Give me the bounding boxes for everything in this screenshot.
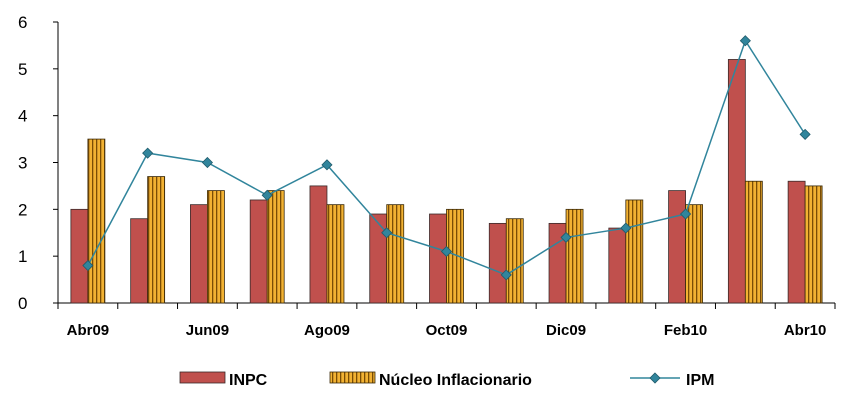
bar-inpc (369, 213, 388, 304)
point-ipm (381, 227, 393, 239)
bar-inpc (668, 190, 686, 304)
bar-nucleo-inflacionario (804, 185, 823, 304)
y-tick-label: 1 (18, 247, 27, 266)
bar-nucleo-inflacionario (685, 204, 703, 304)
legend-swatch-inpc (179, 371, 226, 384)
bar-inpc (70, 208, 89, 304)
bar-nucleo-inflacionario (505, 218, 524, 304)
point-ipm (440, 245, 453, 258)
bar-nucleo-inflacionario (625, 199, 644, 304)
point-ipm (201, 156, 213, 169)
point-ipm (142, 147, 154, 159)
bar-inpc (488, 222, 507, 304)
x-tick-label: Oct09 (426, 322, 468, 339)
x-tick-label: Abr09 (67, 322, 110, 339)
line-series (82, 35, 811, 281)
bar-nucleo-inflacionario (266, 190, 285, 304)
x-tick-label: Jun09 (186, 322, 229, 339)
legend-label-inpc: INPC (229, 372, 268, 389)
point-ipm (799, 128, 811, 140)
bar-nucleo-inflacionario (147, 176, 166, 304)
bar-inpc (727, 59, 746, 304)
y-axis-ticks: 0 1 2 3 4 5 6 (18, 13, 58, 313)
legend-swatch-nucleo (329, 371, 376, 384)
point-ipm (560, 231, 572, 243)
legend-marker-ipm (649, 372, 661, 384)
bar-series (70, 59, 823, 304)
legend-label-ipm: IPM (686, 372, 714, 389)
point-ipm (500, 269, 512, 281)
y-tick-label: 6 (18, 13, 27, 32)
point-ipm (680, 208, 692, 220)
y-tick-label: 0 (18, 294, 27, 313)
y-tick-label: 2 (18, 200, 27, 219)
bar-inpc (249, 199, 268, 304)
x-tick-label: Feb10 (664, 322, 707, 339)
x-tick-label: Ago09 (304, 322, 350, 339)
bar-nucleo-inflacionario (446, 208, 464, 304)
bar-nucleo-inflacionario (207, 190, 225, 304)
bar-nucleo-inflacionario (326, 204, 345, 304)
bar-inpc (787, 180, 806, 304)
bar-inpc (309, 185, 328, 304)
bar-nucleo-inflacionario (744, 180, 763, 304)
bar-inpc (130, 218, 149, 304)
bar-inpc (429, 213, 447, 304)
point-ipm (739, 35, 751, 47)
bar-inpc (608, 227, 627, 304)
x-tick-label: Dic09 (546, 322, 586, 339)
x-tick-label: Abr10 (784, 322, 827, 339)
point-ipm (620, 222, 632, 234)
y-tick-label: 5 (18, 60, 27, 79)
y-tick-label: 4 (18, 107, 27, 126)
x-axis-ticks: Abr09 Jun09 Ago09 Oct09 Dic09 Feb10 Abr10 (57, 303, 836, 339)
point-ipm (321, 159, 333, 171)
y-tick-label: 3 (18, 154, 27, 173)
point-ipm (261, 189, 273, 201)
bar-nucleo-inflacionario (386, 204, 405, 304)
bar-nucleo-inflacionario (565, 208, 584, 304)
bar-nucleo-inflacionario (87, 138, 106, 304)
point-ipm (82, 259, 94, 272)
bar-inpc (190, 204, 208, 304)
legend-label-nucleo: Núcleo Inflacionario (379, 372, 532, 389)
legend: INPC Núcleo Inflacionario IPM (179, 371, 714, 389)
